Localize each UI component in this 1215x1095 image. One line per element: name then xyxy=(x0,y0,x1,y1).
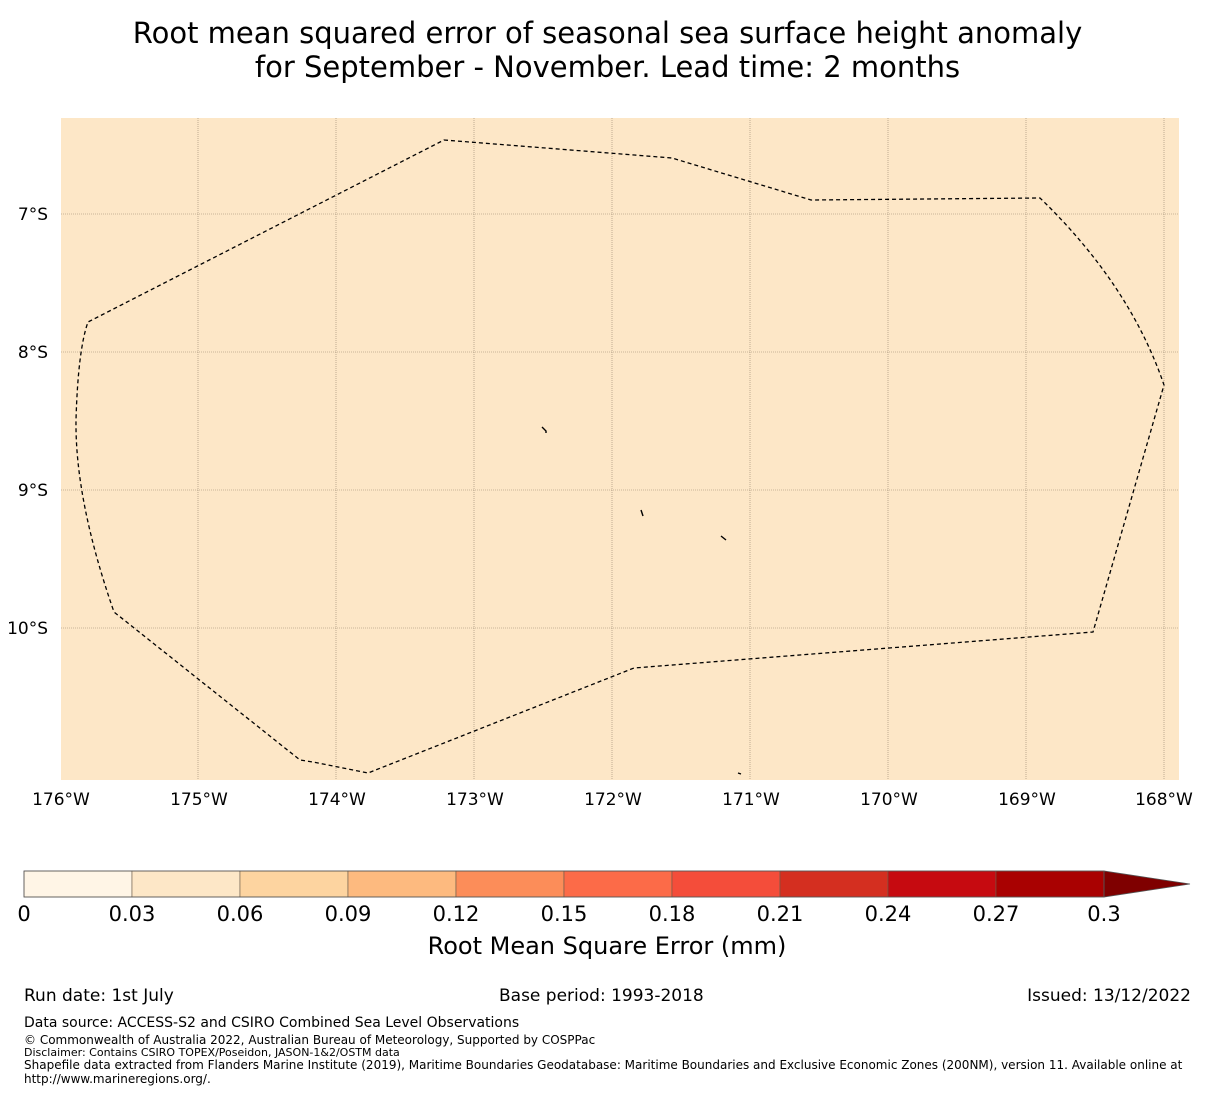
colorbar-tick-label: 0.21 xyxy=(757,902,804,926)
base-period: Base period: 1993-2018 xyxy=(499,986,704,1006)
data-source: Data source: ACCESS-S2 and CSIRO Combine… xyxy=(24,1015,520,1031)
colorbar-segment xyxy=(239,870,349,898)
lon-label: 171°W xyxy=(722,790,780,810)
colorbar-outline xyxy=(23,870,1105,898)
lon-label: 174°W xyxy=(308,790,366,810)
colorbar-tick-label: 0.06 xyxy=(217,902,264,926)
colorbar-segment xyxy=(995,870,1105,898)
colorbar-label: Root Mean Square Error (mm) xyxy=(428,932,787,960)
lat-label: 7°S xyxy=(18,205,48,225)
island xyxy=(720,535,727,541)
colorbar-tick-label: 0.03 xyxy=(109,902,156,926)
lon-label: 169°W xyxy=(998,790,1056,810)
lon-label: 170°W xyxy=(860,790,918,810)
eez-boundary xyxy=(75,139,1165,774)
map-title-line-2: for September - November. Lead time: 2 m… xyxy=(254,50,961,84)
colorbar-segment xyxy=(563,870,673,898)
gridlines xyxy=(61,118,1179,780)
island xyxy=(640,509,644,517)
longitude-labels: 176°W 175°W 174°W 173°W 172°W 171°W 170°… xyxy=(32,790,1193,810)
lat-label: 9°S xyxy=(18,481,48,501)
colorbar-tick-label: 0 xyxy=(17,902,30,926)
issued-date: Issued: 13/12/2022 xyxy=(1027,986,1191,1006)
lon-label: 176°W xyxy=(32,790,90,810)
colorbar-segment xyxy=(131,870,241,898)
shapefile-url: http://www.marineregions.org/. xyxy=(24,1072,211,1086)
colorbar-segment xyxy=(23,870,133,898)
colorbar xyxy=(23,870,1105,898)
lon-label: 173°W xyxy=(446,790,504,810)
island xyxy=(737,772,742,775)
colorbar-segment xyxy=(671,870,781,898)
lat-label: 8°S xyxy=(18,343,48,363)
colorbar-tick-label: 0.15 xyxy=(541,902,588,926)
islands xyxy=(541,426,742,775)
colorbar-segment xyxy=(455,870,565,898)
lat-label: 10°S xyxy=(7,619,48,639)
colorbar-segment xyxy=(887,870,997,898)
colorbar-tick-label: 0.3 xyxy=(1087,902,1120,926)
colorbar-tick-label: 0.24 xyxy=(865,902,912,926)
colorbar-tick-label: 0.18 xyxy=(649,902,696,926)
copyright: © Commonwealth of Australia 2022, Austra… xyxy=(24,1033,596,1047)
shapefile-credit: Shapefile data extracted from Flanders M… xyxy=(24,1058,1183,1072)
colorbar-tick-label: 0.09 xyxy=(325,902,372,926)
lon-label: 172°W xyxy=(584,790,642,810)
colorbar-extend-arrow xyxy=(1103,870,1191,898)
island xyxy=(541,426,547,433)
lon-label: 168°W xyxy=(1135,790,1193,810)
lon-label: 175°W xyxy=(170,790,228,810)
map-background xyxy=(61,118,1179,780)
colorbar-tick-label: 0.27 xyxy=(973,902,1020,926)
run-date: Run date: 1st July xyxy=(24,986,174,1006)
colorbar-ticks: 0 0.03 0.06 0.09 0.12 0.15 0.18 0.21 0.2… xyxy=(17,902,1120,926)
map-title-line-1: Root mean squared error of seasonal sea … xyxy=(132,16,1083,50)
colorbar-segment xyxy=(779,870,889,898)
latitude-labels: 7°S 8°S 9°S 10°S xyxy=(7,205,48,639)
colorbar-segment xyxy=(347,870,457,898)
colorbar-tick-label: 0.12 xyxy=(433,902,480,926)
disclaimer: Disclaimer: Contains CSIRO TOPEX/Poseido… xyxy=(24,1046,400,1059)
